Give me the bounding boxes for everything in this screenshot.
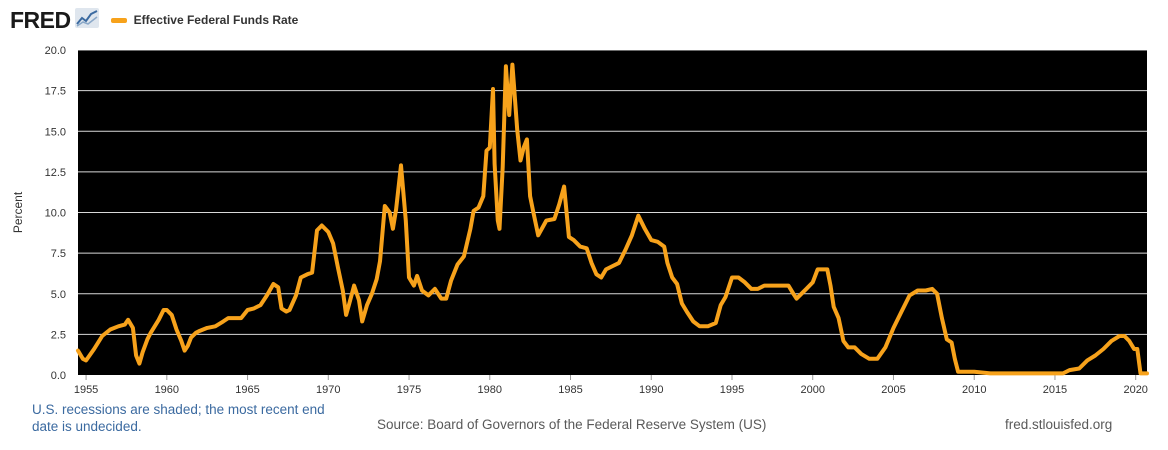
- legend: Effective Federal Funds Rate: [110, 13, 299, 27]
- header: FRED Effective Federal Funds Rate: [10, 6, 298, 34]
- x-tick-label: 2015: [1043, 384, 1067, 396]
- x-tick-label: 2010: [962, 384, 986, 396]
- source-note: Source: Board of Governors of the Federa…: [377, 417, 767, 432]
- y-tick-label: 0.0: [51, 370, 66, 382]
- x-tick-label: 1960: [155, 384, 179, 396]
- legend-label: Effective Federal Funds Rate: [133, 13, 299, 27]
- chart-line-icon: [74, 7, 99, 33]
- legend-swatch: [110, 17, 127, 23]
- y-tick-label: 20.0: [45, 45, 66, 57]
- x-tick-label: 2000: [800, 384, 824, 396]
- series-line: [76, 62, 1149, 376]
- x-tick-label: 1965: [235, 384, 259, 396]
- x-tick-label: 2020: [1123, 384, 1147, 396]
- y-tick-label: 7.5: [51, 248, 66, 260]
- x-tick-label: 1995: [720, 384, 744, 396]
- x-tick-label: 1990: [639, 384, 663, 396]
- fred-url[interactable]: fred.stlouisfed.org: [1005, 417, 1113, 432]
- y-tick-label: 17.5: [45, 86, 66, 98]
- chart: 0.0 2.5 5.0 7.5 10.0 12.5 15.0 17.5 20.0 1955 1960…: [11, 45, 1149, 396]
- x-tick-label: 1980: [478, 384, 502, 396]
- x-tick-label: 1970: [316, 384, 340, 396]
- y-tick-label: 12.5: [45, 167, 66, 179]
- y-tick-label: 10.0: [45, 208, 66, 220]
- recession-note: U.S. recessions are shaded; the most rec…: [32, 402, 325, 434]
- fred-logo[interactable]: FRED: [10, 6, 71, 33]
- y-tick-label: 2.5: [51, 329, 66, 341]
- y-tick-label: 15.0: [45, 126, 66, 138]
- x-tick-label: 1975: [397, 384, 421, 396]
- x-tick-label: 1955: [74, 384, 98, 396]
- x-tick-label: 1985: [558, 384, 582, 396]
- x-tick-label: 2005: [881, 384, 905, 396]
- y-tick-label: 5.0: [51, 289, 66, 301]
- y-axis-label: Percent: [11, 191, 25, 233]
